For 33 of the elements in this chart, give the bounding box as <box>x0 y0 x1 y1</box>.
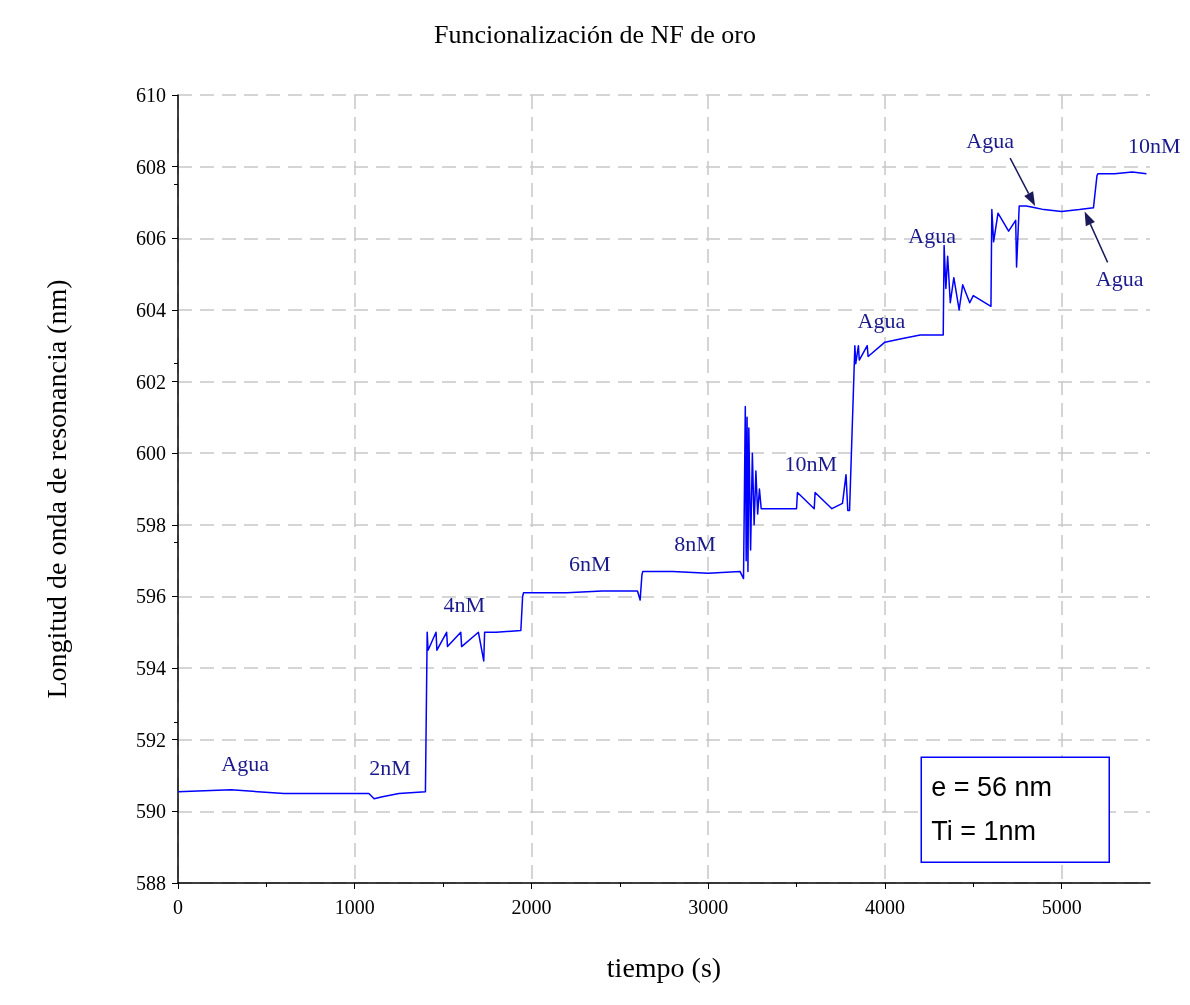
y-tick-label: 594 <box>136 657 166 680</box>
annotation: 6nM <box>568 550 611 576</box>
y-tick-label: 588 <box>136 872 166 894</box>
annotation: Agua <box>908 222 957 248</box>
x-tick-label: 4000 <box>864 896 905 918</box>
x-tick-label: 1000 <box>334 896 375 918</box>
x-axis-title: tiempo (s) <box>606 951 722 983</box>
annotation: 2nM <box>369 754 411 780</box>
y-tick-label: 590 <box>136 800 166 823</box>
x-tick-label: 2000 <box>511 896 552 918</box>
y-tick-label: 592 <box>136 728 166 751</box>
y-tick-label: 604 <box>136 298 166 321</box>
annotation: 8nM <box>674 530 716 556</box>
annotation: Agua <box>221 751 270 777</box>
y-tick-label: 598 <box>136 513 166 536</box>
y-tick-label: 602 <box>136 370 166 393</box>
x-tick-label: 0 <box>173 896 183 918</box>
y-tick-label: 608 <box>136 155 166 178</box>
annotation: Agua <box>1095 265 1144 291</box>
annotation: 4nM <box>443 591 486 617</box>
annotation: 10nM <box>1128 132 1181 158</box>
y-tick-label: 600 <box>136 442 166 465</box>
annotation: e = 56 nm Ti = 1nm <box>931 772 1053 847</box>
x-tick-label: 3000 <box>688 896 729 918</box>
y-tick-label: 606 <box>136 227 166 250</box>
y-tick-label: 596 <box>136 585 166 608</box>
x-tick-label: 5000 <box>1041 896 1082 918</box>
y-axis-title: Longitud de onda de resonancia (nm) <box>40 279 72 699</box>
annotation: 10nM <box>784 451 837 477</box>
y-tick-label: 610 <box>136 84 166 106</box>
annotation: Agua <box>857 307 906 333</box>
annotation: Agua <box>966 127 1015 153</box>
chart-title: Funcionalización de NF de oro <box>433 19 757 49</box>
